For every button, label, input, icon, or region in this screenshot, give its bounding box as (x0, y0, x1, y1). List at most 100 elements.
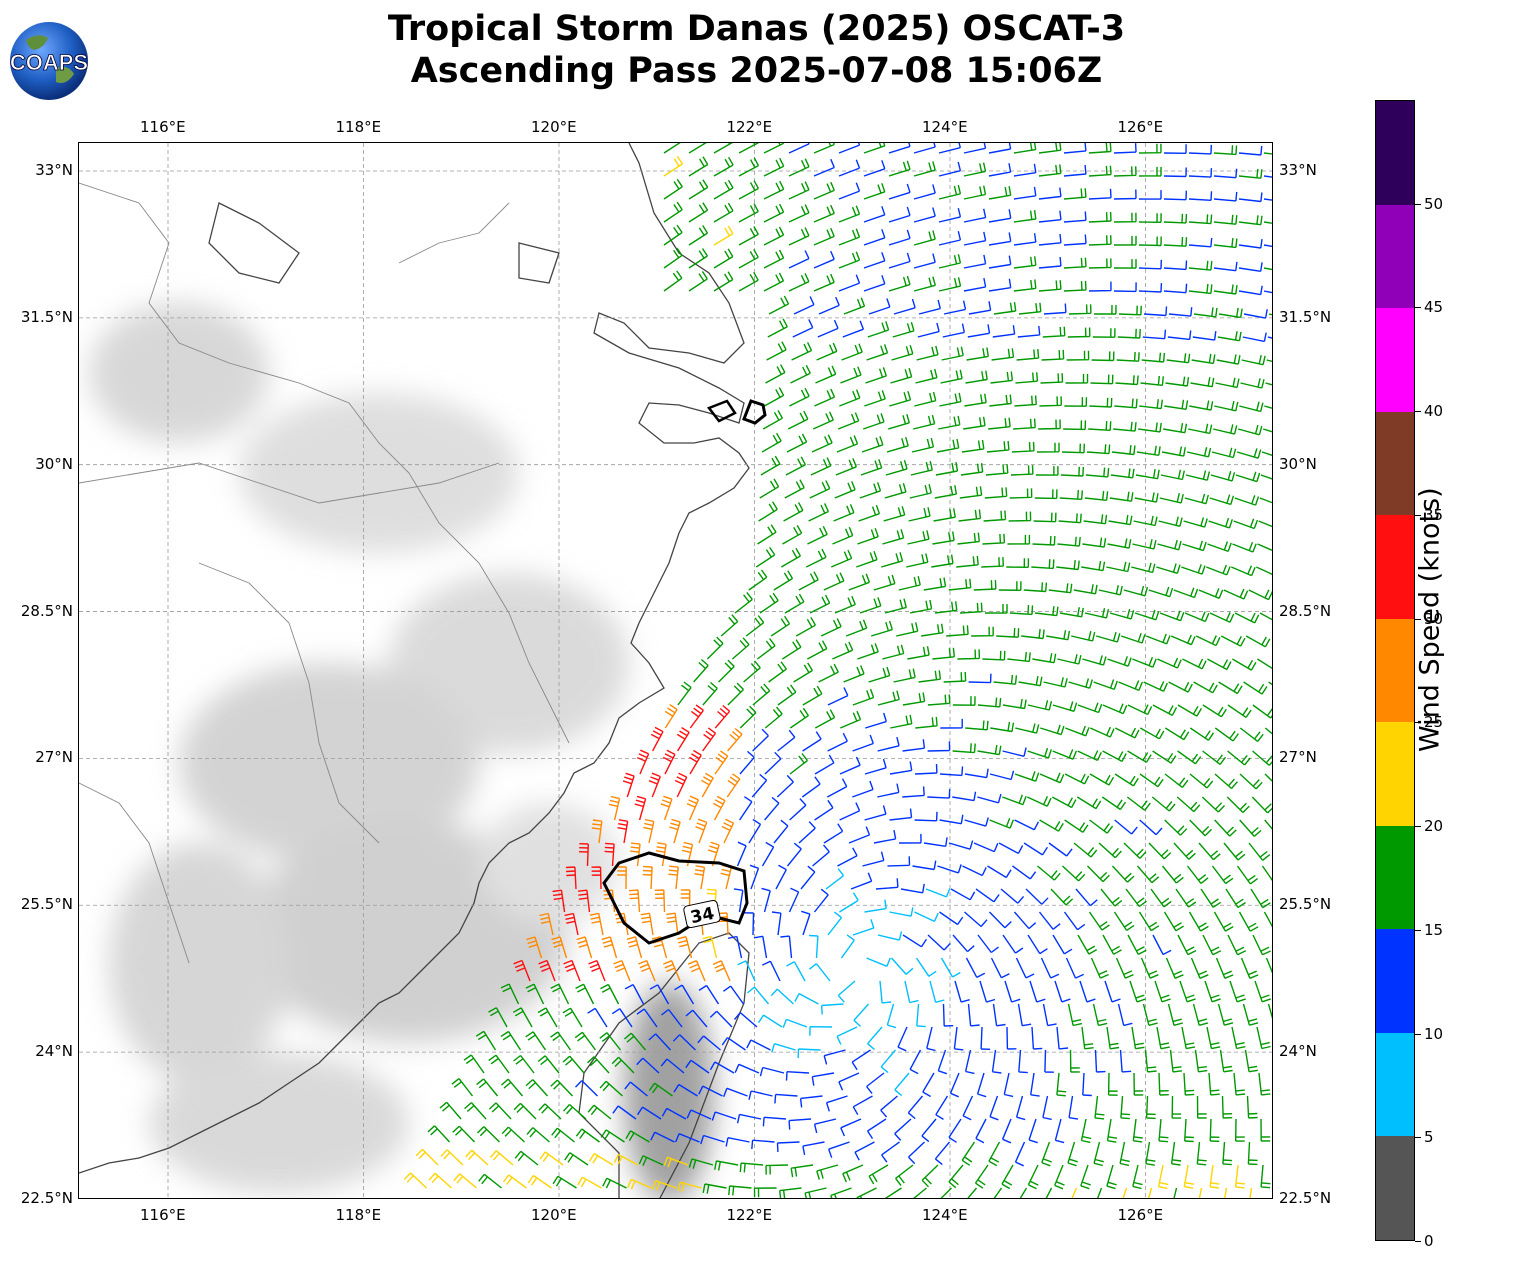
wind-barb (702, 1183, 727, 1194)
wind-barb (767, 318, 788, 338)
wind-barb (1215, 377, 1240, 389)
wind-barb (1050, 888, 1074, 906)
wind-barb (833, 504, 855, 522)
wind-barb (1006, 1026, 1017, 1050)
wind-barb (940, 957, 961, 978)
wind-barb (843, 665, 865, 683)
wind-barb (990, 721, 1015, 733)
wind-barb (550, 983, 570, 1005)
wind-barb (1139, 773, 1164, 788)
wind-barb (1261, 451, 1272, 456)
wind-barb (1201, 796, 1226, 813)
wind-barb (1083, 514, 1108, 525)
wind-barb (700, 1134, 725, 1145)
wind-barb (921, 623, 944, 637)
wind-barb (961, 439, 985, 453)
wind-barb (1056, 560, 1080, 571)
wind-barb (1030, 1072, 1040, 1097)
wind-barb (1188, 144, 1212, 155)
wind-barb (1145, 1141, 1156, 1166)
wind-barb (1211, 865, 1234, 885)
wind-barb (1208, 517, 1233, 529)
wind-barb (1239, 401, 1264, 413)
wind-barb (1092, 1003, 1108, 1027)
wind-barb (731, 637, 750, 660)
wind-barb (913, 143, 936, 154)
wind-barb (1260, 474, 1272, 480)
wind-barb (938, 254, 962, 269)
wind-barb (1263, 221, 1272, 224)
wind-barb (1252, 750, 1272, 766)
wind-barb (1001, 1118, 1012, 1144)
wind-barb (837, 980, 856, 1003)
wind-barb (686, 1109, 712, 1120)
wind-barb (998, 842, 1024, 855)
wind-barb (934, 601, 958, 614)
wind-barb (922, 1072, 935, 1098)
gale-contour: 34 (602, 399, 767, 945)
wind-barb (1013, 279, 1037, 292)
wind-barb (1075, 888, 1098, 907)
wind-barb (1088, 258, 1112, 269)
wind-barb (1184, 1118, 1194, 1143)
wind-barb (688, 271, 708, 292)
wind-barb (788, 204, 810, 223)
wind-barb (780, 935, 793, 959)
wind-barb (1145, 633, 1171, 645)
wind-barb (825, 1095, 848, 1112)
wind-barb (794, 992, 819, 1005)
wind-barb (1042, 326, 1066, 338)
wind-barb (537, 1007, 558, 1028)
wind-barb (1204, 980, 1221, 1003)
wind-barb (681, 841, 694, 867)
wind-barb (1191, 353, 1216, 365)
wind-barb (1190, 957, 1209, 979)
wind-barb (891, 344, 914, 361)
lat-tick-label-left: 33°N (35, 161, 73, 179)
wind-barb (1089, 397, 1113, 408)
wind-barb (1031, 1026, 1043, 1050)
wind-barb (963, 254, 987, 269)
wind-barb (804, 1187, 827, 1198)
wind-barb (552, 1175, 577, 1189)
wind-barb (1170, 634, 1196, 646)
wind-barb (1113, 911, 1135, 931)
wind-barb (689, 749, 702, 775)
wind-barb (727, 935, 743, 959)
wind-barb (663, 156, 683, 177)
wind-barb (1264, 727, 1272, 735)
wind-barb (1158, 516, 1183, 527)
wind-barb (1106, 1026, 1120, 1050)
wind-barb (813, 888, 829, 913)
wind-barb (940, 1187, 952, 1198)
wind-barb (1183, 1072, 1195, 1096)
lon-tick-label: 116°E (140, 1206, 186, 1224)
wind-barb (964, 1049, 975, 1075)
wind-barb (489, 1150, 514, 1166)
wind-barb (1106, 1164, 1117, 1190)
wind-barb (914, 391, 937, 407)
wind-barb (1125, 888, 1147, 908)
wind-barb (1088, 188, 1112, 200)
wind-barb (784, 479, 805, 499)
wind-barb (838, 159, 861, 177)
wind-barb (890, 714, 913, 729)
wind-barb (939, 766, 964, 777)
wind-barb (1032, 653, 1057, 664)
wind-barb (993, 1187, 1003, 1198)
wind-barb (636, 749, 650, 775)
wind-barb (974, 1164, 989, 1189)
wind-barb (1018, 1049, 1028, 1074)
wind-barb (1246, 1095, 1258, 1119)
wind-barb (927, 741, 951, 752)
wind-barb (1138, 213, 1162, 223)
wind-barb (478, 1173, 502, 1189)
wind-barb (654, 889, 666, 913)
wind-barb (725, 1137, 750, 1147)
wind-barb (768, 661, 787, 683)
wind-barb (1242, 332, 1267, 343)
wind-barb (963, 277, 987, 292)
wind-barb (1193, 681, 1218, 694)
wind-barb (664, 704, 678, 729)
wind-barb (709, 1061, 735, 1074)
